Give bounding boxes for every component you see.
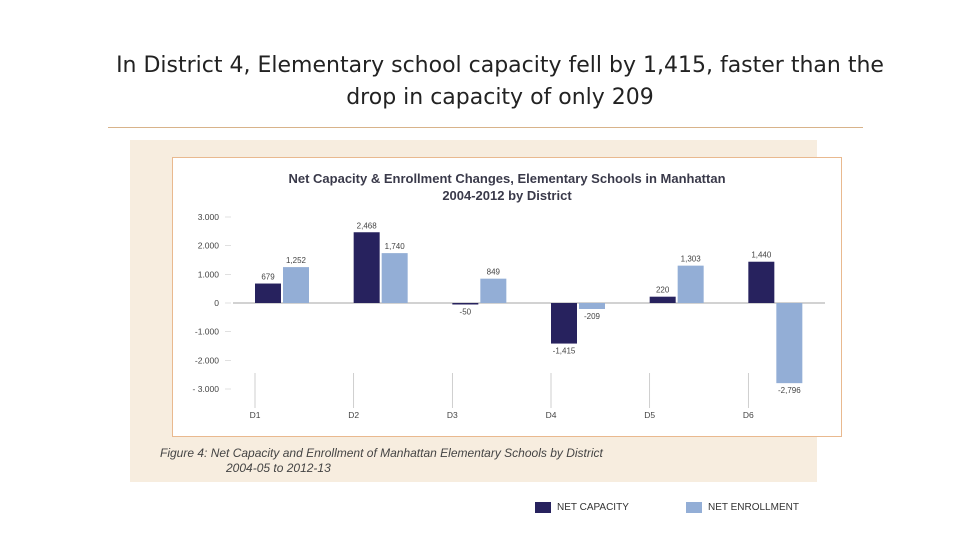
bar-net-enrollment-d1 bbox=[283, 267, 309, 303]
data-label-net-capacity-d3: -50 bbox=[460, 308, 472, 317]
bar-net-enrollment-d3 bbox=[480, 278, 507, 303]
data-label-net-enrollment-d4: -209 bbox=[584, 312, 601, 321]
figure-caption: Figure 4: Net Capacity and Enrollment of… bbox=[160, 446, 603, 476]
data-label-net-enrollment-d1: 1,252 bbox=[286, 256, 307, 265]
data-label-net-capacity-d6: 1,440 bbox=[751, 251, 772, 260]
bar-net-enrollment-d2 bbox=[381, 253, 408, 303]
figure-caption-line-2: 2004-05 to 2012-13 bbox=[226, 461, 331, 475]
data-label-net-capacity-d2: 2,468 bbox=[357, 221, 378, 230]
y-tick-label: -2.000 bbox=[195, 355, 219, 365]
bar-net-enrollment-d4 bbox=[579, 303, 605, 309]
data-label-net-enrollment-d5: 1,303 bbox=[681, 255, 702, 264]
data-label-net-enrollment-d2: 1,740 bbox=[385, 242, 406, 251]
data-label-net-enrollment-d6: -2,796 bbox=[778, 386, 801, 395]
legend-swatch-net-enrollment bbox=[686, 501, 702, 513]
legend-label-net-enrollment: NET ENROLLMENT bbox=[708, 501, 799, 513]
bar-net-capacity-d4 bbox=[551, 303, 577, 344]
chart-subtitle: 2004-2012 by District bbox=[442, 188, 572, 203]
data-label-net-capacity-d1: 679 bbox=[261, 273, 275, 282]
bar-net-capacity-d3 bbox=[452, 303, 479, 305]
x-tick-label-d2: D2 bbox=[348, 410, 359, 420]
slide-title: In District 4, Elementary school capacit… bbox=[100, 50, 900, 114]
chart-title: Net Capacity & Enrollment Changes, Eleme… bbox=[173, 170, 841, 204]
bar-net-capacity-d6 bbox=[748, 261, 775, 303]
x-tick-label-d6: D6 bbox=[743, 410, 754, 420]
legend-swatch-net-capacity bbox=[535, 501, 551, 513]
legend-item-net-capacity: NET CAPACITY bbox=[535, 500, 629, 514]
slide-title-line-1: In District 4, Elementary school capacit… bbox=[116, 53, 884, 78]
y-tick-label: 0 bbox=[214, 298, 219, 308]
bar-net-capacity-d2 bbox=[353, 232, 380, 303]
y-tick-label: 1.000 bbox=[198, 269, 220, 279]
data-label-net-capacity-d4: -1,415 bbox=[553, 347, 576, 356]
bar-net-capacity-d5 bbox=[649, 296, 676, 303]
data-label-net-capacity-d5: 220 bbox=[656, 286, 670, 295]
x-tick-label-d3: D3 bbox=[447, 410, 458, 420]
y-tick-label: -1.000 bbox=[195, 327, 219, 337]
bar-net-capacity-d1 bbox=[255, 283, 281, 303]
x-tick-label-d4: D4 bbox=[546, 410, 557, 420]
figure-caption-line-1: Figure 4: Net Capacity and Enrollment of… bbox=[160, 446, 603, 460]
y-tick-label: - 3.000 bbox=[193, 384, 220, 394]
data-label-net-enrollment-d3: 849 bbox=[487, 268, 501, 277]
bar-net-enrollment-d5 bbox=[677, 265, 704, 303]
legend-label-net-capacity: NET CAPACITY bbox=[557, 501, 629, 513]
chart-container: Net Capacity & Enrollment Changes, Eleme… bbox=[172, 157, 842, 437]
chart-title-line-1: Net Capacity & Enrollment Changes, Eleme… bbox=[288, 171, 726, 186]
bar-chart: 3.000 2.000 1.000 0 -1.000 -2.000 - 3.000 D1 679… bbox=[193, 212, 825, 420]
bar-net-enrollment-d6 bbox=[776, 303, 803, 384]
legend-item-net-enrollment: NET ENROLLMENT bbox=[686, 500, 799, 514]
title-divider bbox=[108, 127, 863, 128]
x-tick-label-d1: D1 bbox=[250, 410, 261, 420]
x-tick-label-d5: D5 bbox=[644, 410, 655, 420]
y-tick-label: 3.000 bbox=[198, 212, 220, 222]
y-tick-label: 2.000 bbox=[198, 241, 220, 251]
slide-title-line-2: drop in capacity of only 209 bbox=[346, 85, 654, 110]
